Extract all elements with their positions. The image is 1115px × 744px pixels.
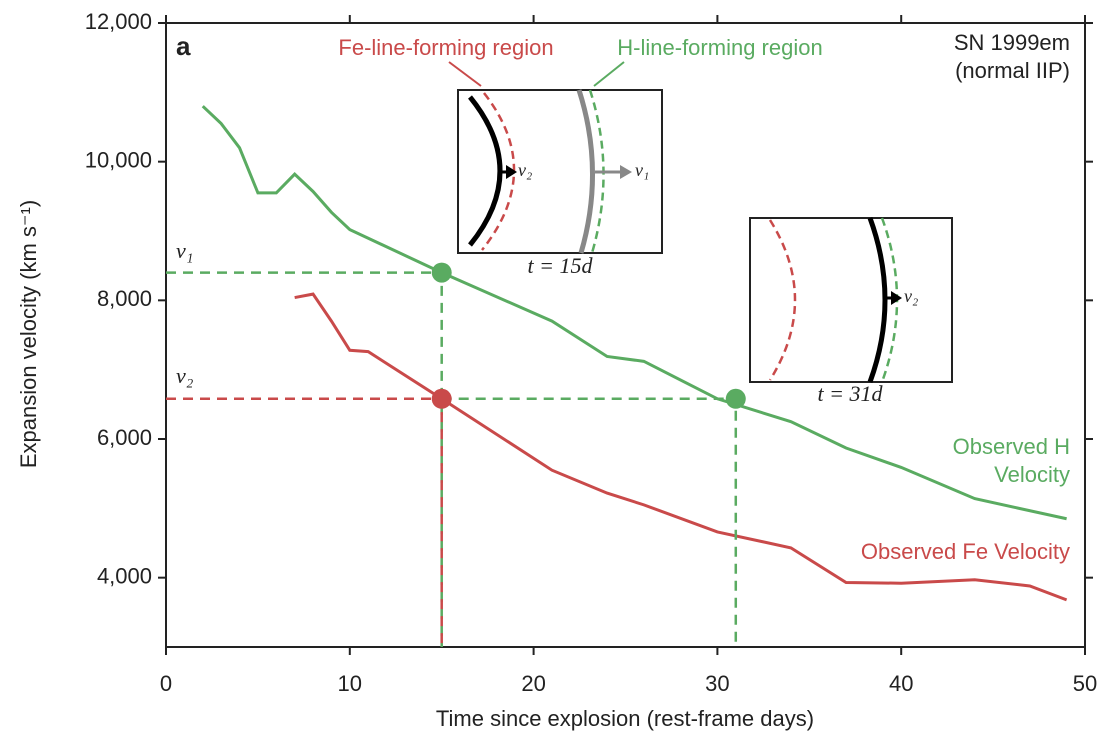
x-tick-label: 10 <box>338 671 362 696</box>
annotation: t = 31d <box>818 381 884 406</box>
x-tick-label: 20 <box>521 671 545 696</box>
annotation: Observed Fe Velocity <box>861 539 1070 564</box>
x-axis-label: Time since explosion (rest-frame days) <box>436 706 814 731</box>
y-tick-label: 6,000 <box>97 425 152 450</box>
inset-1 <box>457 89 663 254</box>
annotation: Velocity <box>994 462 1070 487</box>
pointer <box>593 61 625 87</box>
marker <box>431 388 452 409</box>
x-tick-label: 30 <box>705 671 729 696</box>
annotation: H-line-forming region <box>617 35 822 60</box>
plot-frame <box>165 22 1086 648</box>
annotation: SN 1999em <box>954 30 1070 55</box>
annotation: Observed H <box>953 434 1070 459</box>
annotation: v₂ <box>176 363 194 388</box>
y-tick-label: 12,000 <box>85 9 152 34</box>
annotation: v₂ <box>518 160 532 180</box>
y-axis-label: Expansion velocity (km s⁻¹) <box>16 200 41 468</box>
x-tick-label: 50 <box>1073 671 1097 696</box>
marker <box>431 262 452 283</box>
data-line <box>294 292 1068 602</box>
annotation: v₁ <box>635 160 649 180</box>
annotation: v₁ <box>176 238 193 263</box>
annotation: v₂ <box>904 286 918 306</box>
pointer <box>448 61 482 87</box>
annotation: Fe-line-forming region <box>338 35 553 60</box>
inset-2 <box>749 217 953 383</box>
annotation: (normal IIP) <box>955 58 1070 83</box>
guide-line <box>166 397 443 647</box>
y-tick-label: 8,000 <box>97 286 152 311</box>
y-tick-label: 10,000 <box>85 147 152 172</box>
annotation: t = 15d <box>528 253 594 278</box>
x-tick-label: 0 <box>160 671 172 696</box>
guide-line <box>166 271 443 647</box>
y-tick-label: 4,000 <box>97 563 152 588</box>
panel-label: a <box>176 31 191 61</box>
marker <box>725 388 746 409</box>
x-tick-label: 40 <box>889 671 913 696</box>
